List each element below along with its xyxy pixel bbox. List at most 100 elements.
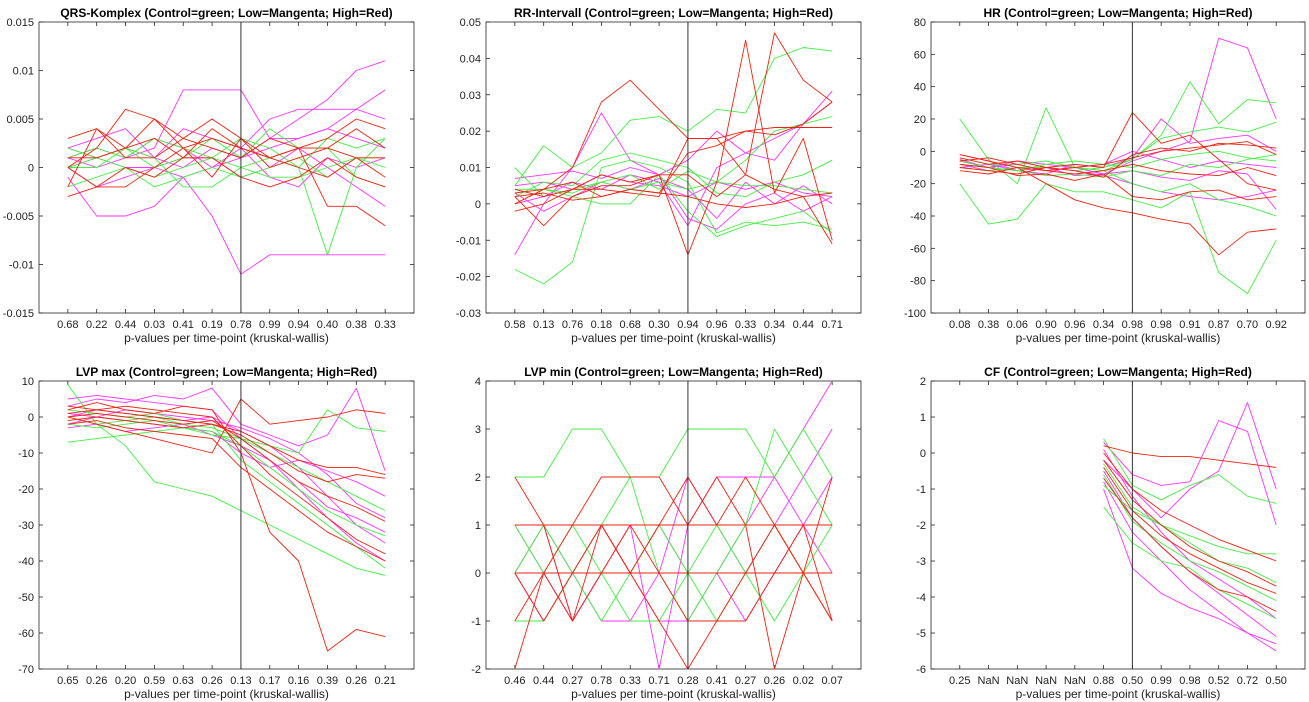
y-tick-label: 0.015	[6, 17, 34, 29]
series-line-high	[959, 112, 1277, 191]
x-tick-label: 0.71	[821, 319, 842, 331]
y-tick-label: 0.005	[6, 114, 34, 126]
x-tick-label: 0.94	[677, 319, 698, 331]
x-tick-label: 0.25	[949, 675, 970, 687]
series-line-high	[514, 32, 833, 198]
y-tick-label: 80	[914, 17, 926, 29]
x-tick-label: 0.78	[230, 319, 251, 331]
y-tick-label: -3	[916, 556, 926, 568]
y-tick-label: 0.03	[460, 90, 481, 102]
series-line-high	[959, 154, 1277, 256]
series-line-high	[67, 398, 386, 454]
y-tick-label: 0	[920, 448, 926, 460]
x-tick-label: 0.08	[949, 319, 970, 331]
x-tick-label: 0.59	[144, 675, 165, 687]
x-tick-label: 0.70	[1237, 319, 1258, 331]
x-tick-label: 0.33	[735, 319, 756, 331]
series-line-low	[1103, 481, 1277, 652]
series-line-control	[514, 47, 833, 186]
x-axis-label: p-values per time-point (kruskal-wallis)	[571, 687, 776, 701]
chart-panel-2: -0.03 -0.02 -0.01 0 0.01 0.02 0.03 0.04 0.05 0.58…	[456, 6, 862, 345]
x-tick-label: 0.30	[648, 319, 669, 331]
y-tick-label: 1	[920, 412, 926, 424]
x-tick-label: 0.78	[591, 675, 612, 687]
series-line-low	[514, 101, 833, 227]
series-line-high	[1103, 445, 1277, 468]
chart-panel-4: -70 -60 -50 -40 -30 -20 -10 0 10 0.65 0.26 0.20 0.59…	[18, 365, 415, 701]
y-tick-label: 0.01	[13, 66, 34, 78]
x-tick-label: 0.98	[1150, 319, 1171, 331]
series-line-low	[1103, 420, 1277, 526]
series-line-low	[67, 176, 386, 275]
series-line-control	[514, 428, 833, 478]
series-line-low	[959, 163, 1277, 210]
x-tick-label: 0.28	[677, 675, 698, 687]
series-line-control	[959, 183, 1277, 295]
series-line-control	[67, 384, 386, 576]
x-tick-label: 0.18	[591, 319, 612, 331]
y-tick-label: -0.03	[456, 308, 481, 320]
series-line-control	[67, 137, 386, 168]
series-line-high	[514, 188, 833, 208]
chart-title: CF (Control=green; Low=Mangenta; High=Re…	[984, 365, 1252, 379]
y-tick-label: -1	[471, 616, 481, 628]
x-tick-label: NaN	[1035, 675, 1057, 687]
x-tick-label: 0.72	[1237, 675, 1258, 687]
chart-title: QRS-Komplex (Control=green; Low=Mangenta…	[60, 6, 392, 20]
x-tick-label: 0.71	[648, 675, 669, 687]
y-tick-label: -6	[916, 664, 926, 676]
x-axis-label: p-values per time-point (kruskal-wallis)	[1016, 331, 1221, 345]
series-line-high	[67, 412, 386, 522]
y-tick-label: 20	[914, 114, 926, 126]
series-line-control	[1103, 506, 1277, 620]
x-tick-label: 0.27	[562, 675, 583, 687]
y-tick-label: -2	[916, 520, 926, 532]
series-line-control	[514, 181, 833, 194]
x-tick-label: 0.87	[1208, 319, 1229, 331]
x-tick-label: 0.40	[317, 319, 338, 331]
x-tick-label: 0.44	[533, 675, 554, 687]
series-line-high	[67, 137, 386, 188]
series-line-control	[959, 121, 1277, 172]
y-tick-label: 0.04	[460, 53, 481, 65]
x-tick-label: 0.39	[317, 675, 338, 687]
x-tick-label: 0.03	[144, 319, 165, 331]
series-line-control	[514, 174, 833, 238]
x-tick-label: 0.38	[978, 319, 999, 331]
y-tick-label: -70	[18, 664, 34, 676]
x-tick-label: 0.99	[1150, 675, 1171, 687]
y-tick-label: -0.01	[456, 235, 481, 247]
y-tick-label: -10	[18, 448, 34, 460]
series-line-control	[67, 416, 386, 512]
x-tick-label: 0.98	[1179, 675, 1200, 687]
x-tick-label: 0.21	[374, 675, 395, 687]
series-line-high	[67, 405, 386, 476]
x-tick-label: 0.19	[201, 319, 222, 331]
x-tick-label: 0.17	[259, 675, 280, 687]
x-tick-label: 0.34	[1093, 319, 1114, 331]
y-tick-label: -1	[916, 484, 926, 496]
y-tick-label: -20	[910, 179, 926, 191]
series-line-high	[514, 524, 833, 622]
series-line-high	[514, 39, 833, 256]
y-tick-label: -100	[904, 308, 926, 320]
y-tick-label: -0.02	[456, 272, 481, 284]
x-tick-label: NaN	[978, 675, 1000, 687]
y-tick-label: -20	[18, 484, 34, 496]
x-tick-label: 0.88	[1093, 675, 1114, 687]
x-tick-label: 0.16	[288, 675, 309, 687]
series-line-high	[959, 163, 1277, 201]
series-line-low	[959, 118, 1277, 175]
chart-panel-1: -0.015 -0.01 -0.005 0 0.005 0.01 0.015 0.68 0.22…	[3, 6, 415, 345]
series-line-low	[67, 409, 386, 519]
series-line-control	[959, 157, 1277, 217]
x-tick-label: 0.13	[533, 319, 554, 331]
series-line-high	[67, 108, 386, 178]
chart-panel-3: -100 -80 -60 -40 -20 0 20 40 60 80 0.08 0.38 0.06 0.9…	[904, 6, 1306, 345]
x-tick-label: 0.94	[288, 319, 309, 331]
y-tick-label: 2	[475, 472, 481, 484]
series-line-high	[959, 163, 1277, 177]
x-tick-label: 0.33	[620, 675, 641, 687]
y-tick-label: 0	[475, 199, 481, 211]
